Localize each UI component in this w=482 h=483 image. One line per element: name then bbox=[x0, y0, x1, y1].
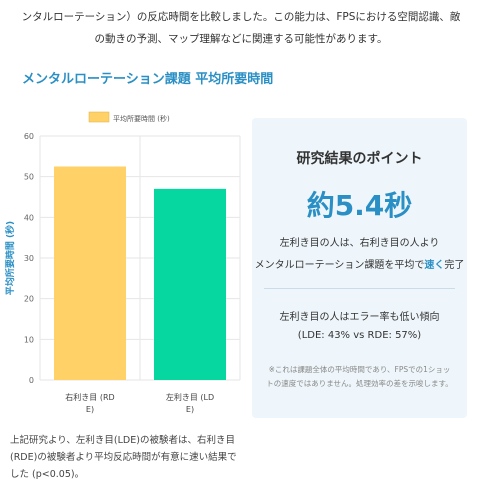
y-tick-label: 60 bbox=[24, 132, 34, 141]
panel-emphasis: 速く bbox=[424, 260, 445, 271]
panel-line-3: 左利き目の人はエラー率も低い傾向 bbox=[279, 312, 440, 323]
y-tick-label: 20 bbox=[24, 295, 34, 304]
bar bbox=[54, 166, 126, 380]
intro-text: ンタルローテーション）の反応時間を比較しました。この能力は、FPSにおける空間認… bbox=[0, 6, 482, 50]
panel-divider bbox=[264, 288, 455, 289]
bar bbox=[154, 188, 226, 380]
panel-line-4: (LDE: 43% vs RDE: 57%) bbox=[297, 330, 422, 341]
legend-label: 平均所要時間 (秒) bbox=[113, 114, 170, 123]
intro-line-1: ンタルローテーション）の反応時間を比較しました。この能力は、FPSにおける空間認… bbox=[21, 11, 461, 23]
y-tick-label: 10 bbox=[24, 335, 34, 344]
y-axis-label: 平均所要時間 (秒) bbox=[4, 221, 16, 295]
bar-chart: 平均所要時間 (秒) 0 10 20 30 40 50 60 右利き目 (RD E) 左利き目 (L… bbox=[4, 111, 241, 414]
x-tick-label: E) bbox=[186, 405, 194, 414]
y-tick-label: 0 bbox=[29, 376, 34, 385]
legend-swatch bbox=[88, 111, 110, 123]
panel-highlight-value: 約5.4秒 bbox=[306, 189, 413, 222]
y-tick-label: 50 bbox=[24, 173, 34, 182]
panel-line-2-suffix: 完了 bbox=[444, 260, 465, 271]
panel-line-1: 左利き目の人は、右利き目の人より bbox=[279, 238, 440, 249]
panel-title: 研究結果のポイント bbox=[296, 151, 423, 167]
x-tick-label: 左利き目 (LD bbox=[166, 392, 214, 402]
chart-caption: 上記研究より、左利き目(LDE)の被験者は、右利き目(RDE)の被験者より平均反… bbox=[10, 435, 237, 480]
x-tick-label: E) bbox=[86, 405, 94, 414]
y-tick-label: 30 bbox=[24, 254, 34, 263]
key-points-panel: 研究結果のポイント 約5.4秒 左利き目の人は、右利き目の人より メンタルローテ… bbox=[252, 118, 467, 418]
y-tick-label: 40 bbox=[24, 213, 34, 222]
panel-note: ※これは課題全体の平均時間であり、FPSでの1ショットの速度ではありません。処理… bbox=[266, 365, 453, 388]
panel-line-2: メンタルローテーション課題を平均で速く完了 bbox=[252, 256, 467, 271]
intro-line-2: の動きの予測、マップ理解などに関連する可能性があります。 bbox=[94, 33, 388, 45]
panel-line-2-prefix: メンタルローテーション課題を平均で bbox=[254, 260, 425, 271]
section-title: メンタルローテーション課題 平均所要時間 bbox=[22, 72, 274, 87]
x-tick-label: 右利き目 (RD bbox=[65, 392, 114, 402]
